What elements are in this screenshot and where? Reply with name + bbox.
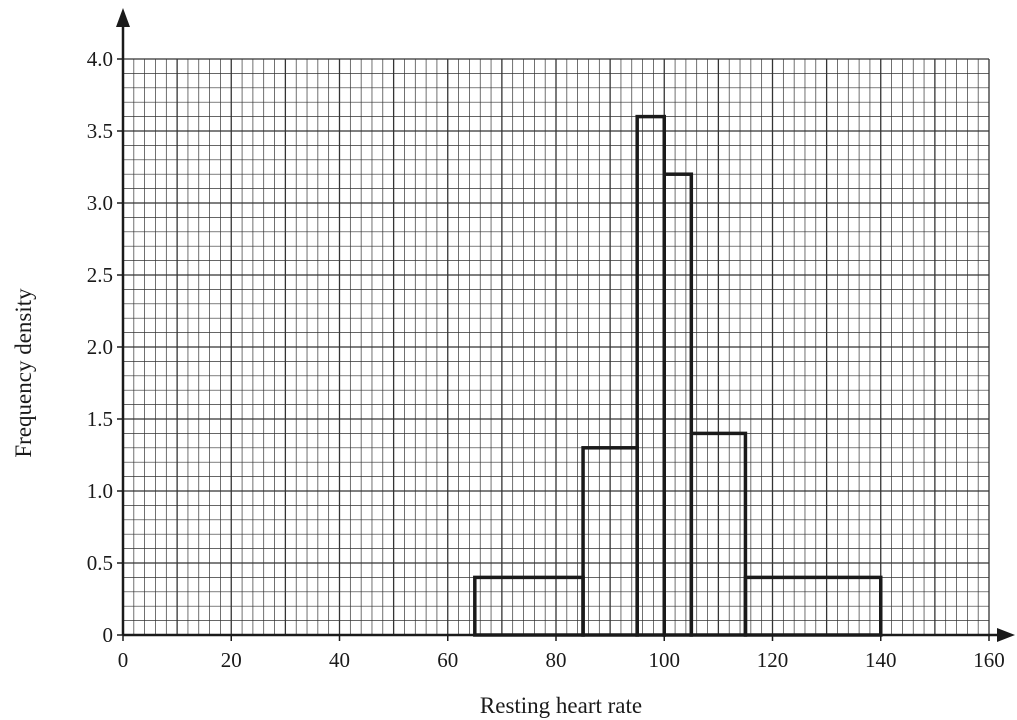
x-tick-label: 20 (221, 648, 242, 672)
major-grid (122, 58, 990, 636)
y-tick-label: 3.5 (87, 119, 113, 143)
y-tick-label: 3.0 (87, 191, 113, 215)
x-tick-label: 40 (329, 648, 350, 672)
x-tick-label: 100 (649, 648, 681, 672)
x-tick-label: 0 (118, 648, 129, 672)
x-tick-label: 60 (437, 648, 458, 672)
y-tick-label: 0 (103, 623, 114, 647)
x-tick-labels: 0 20 40 60 80 100 120 140 160 (118, 635, 1005, 672)
y-tick-label: 2.5 (87, 263, 113, 287)
y-tick-label: 1.5 (87, 407, 113, 431)
x-tick-label: 140 (865, 648, 897, 672)
y-axis-arrow (116, 8, 130, 27)
x-tick-label: 80 (546, 648, 567, 672)
y-tick-label: 0.5 (87, 551, 113, 575)
x-axis-title: Resting heart rate (480, 693, 642, 718)
y-tick-label: 2.0 (87, 335, 113, 359)
x-axis-arrow (997, 628, 1015, 642)
x-tick-label: 120 (757, 648, 789, 672)
axes (116, 8, 1015, 642)
y-tick-labels: 0 0.5 1.0 1.5 2.0 2.5 3.0 3.5 4.0 (87, 47, 123, 647)
y-axis-title: Frequency density (11, 288, 36, 458)
y-tick-label: 4.0 (87, 47, 113, 71)
y-tick-label: 1.0 (87, 479, 113, 503)
x-tick-label: 160 (973, 648, 1005, 672)
